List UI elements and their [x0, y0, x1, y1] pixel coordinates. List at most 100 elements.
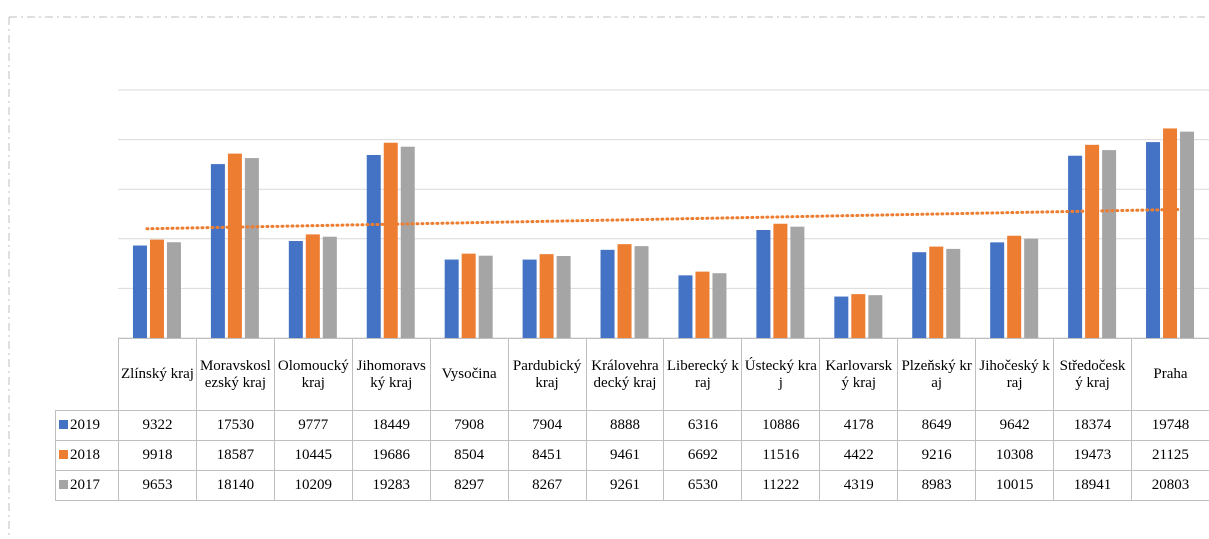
bar: [678, 275, 693, 338]
legend-label: 2017: [70, 477, 100, 493]
value-cell: 11516: [741, 440, 821, 471]
category-cell: Plzeňský kraj: [897, 338, 977, 411]
value-cell: 19473: [1053, 440, 1132, 471]
value-cell: 19748: [1130, 410, 1209, 441]
bar: [617, 244, 632, 338]
legend-cell: 2018: [55, 440, 119, 471]
bar: [1085, 144, 1100, 338]
bar: [444, 259, 459, 338]
bar: [695, 271, 710, 338]
series-row: 2018 9918 18587 10445 19686 8504 8451 9461 6692 1…: [55, 440, 1209, 471]
bar: [946, 248, 961, 338]
value-cell: 10308: [975, 440, 1055, 471]
value-cell: 10886: [741, 410, 821, 441]
legend-swatch: [59, 480, 68, 489]
bar: [305, 234, 320, 338]
value-cell: 7904: [507, 410, 587, 441]
value-cell: 9918: [118, 440, 197, 471]
header-row: Zlínský kraj Moravskoslezský kraj Olomouck…: [56, 338, 1209, 411]
legend-swatch: [59, 420, 68, 429]
legend-label: 2018: [70, 447, 100, 463]
bar: [1180, 131, 1195, 338]
bar: [634, 246, 649, 338]
value-cell: 8267: [507, 470, 587, 501]
bar: [539, 254, 554, 338]
bar: [366, 154, 381, 338]
value-cell: 10015: [975, 470, 1055, 501]
value-cell: 18449: [351, 410, 431, 441]
value-cell: 4319: [819, 470, 899, 501]
value-cell: 18941: [1053, 470, 1132, 501]
category-cell: Jihomoravský kraj: [351, 338, 431, 411]
bar: [600, 249, 615, 338]
bar: [400, 146, 415, 338]
value-cell: 21125: [1130, 440, 1209, 471]
bar: [556, 255, 571, 338]
bar: [522, 259, 537, 338]
value-cell: 8451: [507, 440, 587, 471]
value-cell: 8983: [897, 470, 977, 501]
value-cell: 18140: [195, 470, 275, 501]
legend-swatch: [59, 450, 68, 459]
bar: [851, 294, 866, 338]
bar: [1007, 235, 1022, 338]
bar: [773, 223, 788, 338]
corner-cell: [56, 339, 119, 411]
category-cell: Pardubický kraj: [507, 338, 587, 411]
value-cell: 10445: [273, 440, 353, 471]
bar: [210, 164, 225, 338]
category-cell: Liberecký kraj: [663, 338, 743, 411]
value-cell: 8888: [585, 410, 665, 441]
value-cell: 7908: [429, 410, 509, 441]
bar: [132, 245, 147, 338]
value-cell: 20803: [1130, 470, 1209, 501]
bar: [1024, 238, 1039, 338]
value-cell: 6316: [663, 410, 743, 441]
bar: [461, 253, 476, 338]
legend-label: 2019: [70, 417, 100, 433]
bar: [912, 252, 927, 338]
value-cell: 8297: [429, 470, 509, 501]
bar: [1146, 142, 1161, 338]
series-row: 2019 9322 17530 9777 18449 7908 7904 8888 6316 10…: [55, 410, 1209, 441]
bar: [227, 153, 242, 338]
bar: [322, 236, 337, 338]
value-cell: 9653: [118, 470, 197, 501]
value-cell: 19686: [351, 440, 431, 471]
bar: [1068, 155, 1083, 338]
bar: [478, 255, 493, 338]
bar: [929, 246, 944, 338]
value-cell: 10209: [273, 470, 353, 501]
value-cell: 9642: [975, 410, 1055, 441]
value-cell: 4422: [819, 440, 899, 471]
category-cell: Vysočina: [429, 338, 509, 411]
data-table: Zlínský kraj Moravskoslezský kraj Olomouck…: [55, 338, 1209, 501]
category-cell: Ústecký kraj: [741, 338, 821, 411]
category-cell: Královehradecký kraj: [585, 338, 665, 411]
bar: [1102, 150, 1117, 338]
value-cell: 17530: [195, 410, 275, 441]
value-cell: 19283: [351, 470, 431, 501]
value-cell: 18374: [1053, 410, 1132, 441]
bar: [756, 230, 771, 338]
value-cell: 6530: [663, 470, 743, 501]
value-cell: 18587: [195, 440, 275, 471]
value-cell: 8504: [429, 440, 509, 471]
category-cell: Jihočeský kraj: [975, 338, 1055, 411]
category-cell: Karlovarský kraj: [819, 338, 899, 411]
bar: [149, 239, 164, 338]
value-cell: 6692: [663, 440, 743, 471]
bar: [868, 295, 883, 338]
bar: [834, 296, 849, 338]
bar: [244, 158, 259, 338]
value-cell: 9322: [118, 410, 197, 441]
value-cell: 11222: [741, 470, 821, 501]
legend-cell: 2019: [55, 410, 119, 441]
value-cell: 8649: [897, 410, 977, 441]
value-cell: 4178: [819, 410, 899, 441]
category-cell: Středočeský kraj: [1053, 338, 1132, 411]
bar: [166, 242, 181, 338]
bar: [1163, 128, 1178, 338]
